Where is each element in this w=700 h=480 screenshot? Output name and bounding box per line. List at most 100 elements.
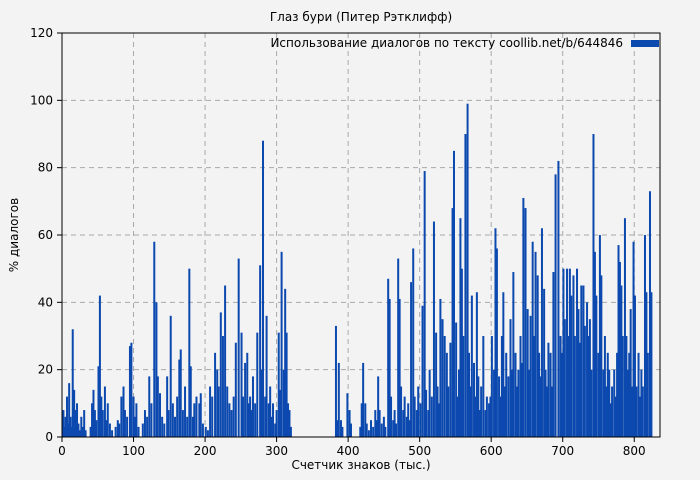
bar [602, 369, 605, 437]
x-tick-label: 700 [551, 444, 574, 458]
bar [254, 403, 257, 437]
bar [407, 403, 410, 437]
bar [279, 389, 282, 437]
bar [390, 396, 393, 437]
bar [488, 403, 491, 437]
bar [593, 251, 596, 437]
bar [374, 410, 377, 437]
bar [402, 410, 405, 437]
bar [384, 426, 387, 437]
bar [234, 342, 237, 437]
y-axis-title: % диалогов [7, 197, 21, 273]
bar [285, 332, 288, 437]
bar [346, 393, 349, 437]
bar [387, 278, 390, 437]
bar [436, 386, 439, 437]
bar [629, 309, 632, 437]
bar [155, 302, 158, 437]
bar [64, 416, 67, 437]
bar [598, 235, 601, 437]
bar [193, 403, 196, 437]
x-tick-label: 400 [337, 444, 360, 458]
bar [289, 426, 292, 437]
bar [98, 295, 101, 437]
bar [272, 403, 275, 437]
bar [158, 393, 161, 437]
bar [531, 241, 534, 437]
bar [568, 268, 571, 437]
bar [443, 336, 446, 437]
bar [509, 319, 512, 437]
bar [620, 285, 623, 437]
bar [237, 258, 240, 437]
bar [230, 410, 233, 437]
bar [63, 426, 66, 437]
legend-swatch [631, 39, 659, 47]
bar [217, 386, 220, 437]
bar [143, 410, 146, 437]
bar [77, 423, 80, 437]
bar [232, 396, 235, 437]
bar [631, 386, 634, 437]
bar [608, 369, 611, 437]
bar [275, 410, 278, 437]
bar [267, 403, 270, 437]
bar [540, 228, 543, 437]
bar [141, 423, 144, 437]
y-tick-label: 100 [30, 93, 53, 107]
x-tick-label: 0 [58, 444, 66, 458]
bar [626, 369, 629, 437]
x-tick-label: 200 [194, 444, 217, 458]
bar [120, 396, 123, 437]
bar [280, 251, 283, 437]
bar [66, 396, 69, 437]
bar [432, 221, 435, 437]
bar [462, 336, 465, 437]
bar [393, 410, 396, 437]
legend-label: Использование диалогов по тексту coollib… [270, 36, 623, 50]
legend: Использование диалогов по тексту coollib… [270, 36, 659, 50]
bar [341, 426, 344, 437]
bar [221, 336, 224, 437]
bar [485, 396, 488, 437]
bar [80, 416, 83, 437]
bar [632, 241, 635, 437]
x-tick-label: 300 [265, 444, 288, 458]
bar [633, 295, 636, 437]
bar [408, 420, 411, 437]
bar [415, 410, 418, 437]
bar [423, 171, 426, 438]
bar [413, 396, 416, 437]
bar [482, 336, 485, 437]
bar [517, 369, 520, 437]
bar [567, 336, 570, 437]
bar [512, 272, 515, 437]
bar [116, 420, 119, 437]
bar [561, 352, 564, 437]
bar [249, 396, 252, 437]
bar [480, 386, 483, 437]
bar [650, 292, 653, 437]
bar [256, 332, 259, 437]
bar [613, 369, 616, 437]
bar [554, 174, 557, 437]
bar [132, 396, 135, 437]
bar [339, 420, 342, 437]
bar [572, 275, 575, 437]
bar [259, 265, 262, 437]
bar [392, 420, 395, 437]
bar [284, 288, 287, 437]
bar [455, 322, 458, 437]
bar [563, 319, 566, 437]
bar [493, 369, 496, 437]
bar [587, 336, 590, 437]
bar [533, 336, 536, 437]
bar [264, 396, 267, 437]
bar [83, 410, 86, 437]
bar [520, 362, 523, 437]
bar [603, 336, 606, 437]
bar [616, 352, 619, 437]
bar [398, 298, 401, 437]
bar [380, 423, 383, 437]
bar [617, 245, 620, 437]
